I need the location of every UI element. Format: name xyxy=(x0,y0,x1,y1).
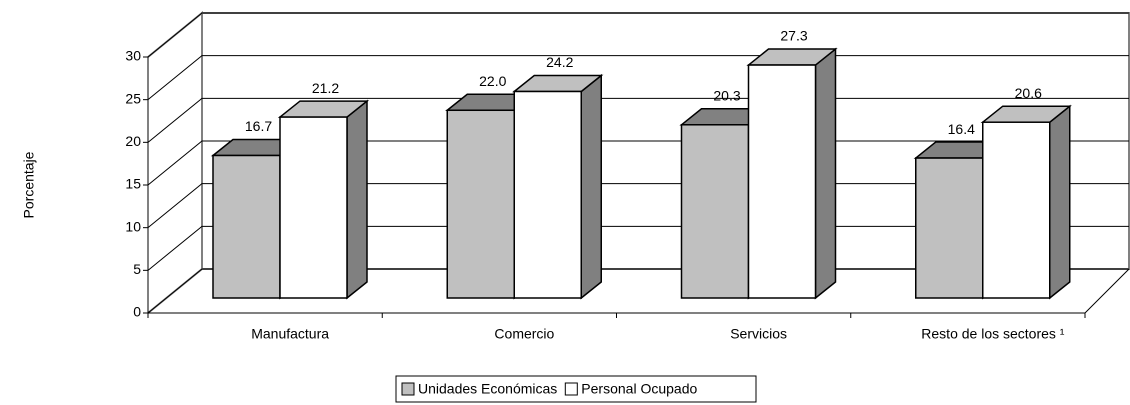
bar-front xyxy=(279,116,348,299)
legend-label: Personal Ocupado xyxy=(581,381,697,397)
y-tick-label: 0 xyxy=(133,304,141,320)
bar-front xyxy=(982,121,1051,299)
bar xyxy=(277,99,370,300)
bar-side xyxy=(1049,104,1071,300)
grid-line xyxy=(147,12,1129,58)
data-label: 20.3 xyxy=(713,87,740,103)
x-tick-label: Servicios xyxy=(730,326,787,342)
x-tick-label: Manufactura xyxy=(251,326,329,342)
x-tick-label: Comercio xyxy=(494,326,554,342)
bar-front xyxy=(212,154,281,299)
y-tick-label: 10 xyxy=(125,218,141,234)
bar-front xyxy=(680,124,750,299)
bar-front xyxy=(747,64,817,299)
bar xyxy=(512,73,604,300)
bar-front xyxy=(446,109,515,299)
bar-front xyxy=(513,90,582,299)
data-label: 20.6 xyxy=(1015,85,1042,101)
data-label: 16.7 xyxy=(245,118,272,134)
y-axis-label: Porcentaje xyxy=(21,151,37,218)
bar-side xyxy=(346,99,368,300)
bar-side xyxy=(814,47,837,300)
x-tick-label: Resto de los sectores ¹ xyxy=(921,326,1065,342)
bar-side xyxy=(580,73,602,300)
bar xyxy=(746,47,838,300)
legend-swatch xyxy=(401,382,415,396)
data-label: 21.2 xyxy=(312,80,339,96)
bar xyxy=(980,104,1072,300)
y-tick-label: 25 xyxy=(125,90,141,106)
y-tick-label: 30 xyxy=(125,48,141,64)
legend-label: Unidades Económicas xyxy=(418,381,557,397)
legend: Unidades Económicas Personal Ocupado xyxy=(395,375,757,403)
data-label: 16.4 xyxy=(948,121,975,137)
bar-front xyxy=(915,157,984,299)
data-label: 24.2 xyxy=(546,54,573,70)
data-label: 22.0 xyxy=(479,73,506,89)
y-tick-label: 20 xyxy=(125,133,141,149)
data-label: 27.3 xyxy=(780,28,807,44)
y-tick-label: 15 xyxy=(125,176,141,192)
legend-swatch xyxy=(564,382,578,396)
y-tick-label: 5 xyxy=(133,261,141,277)
